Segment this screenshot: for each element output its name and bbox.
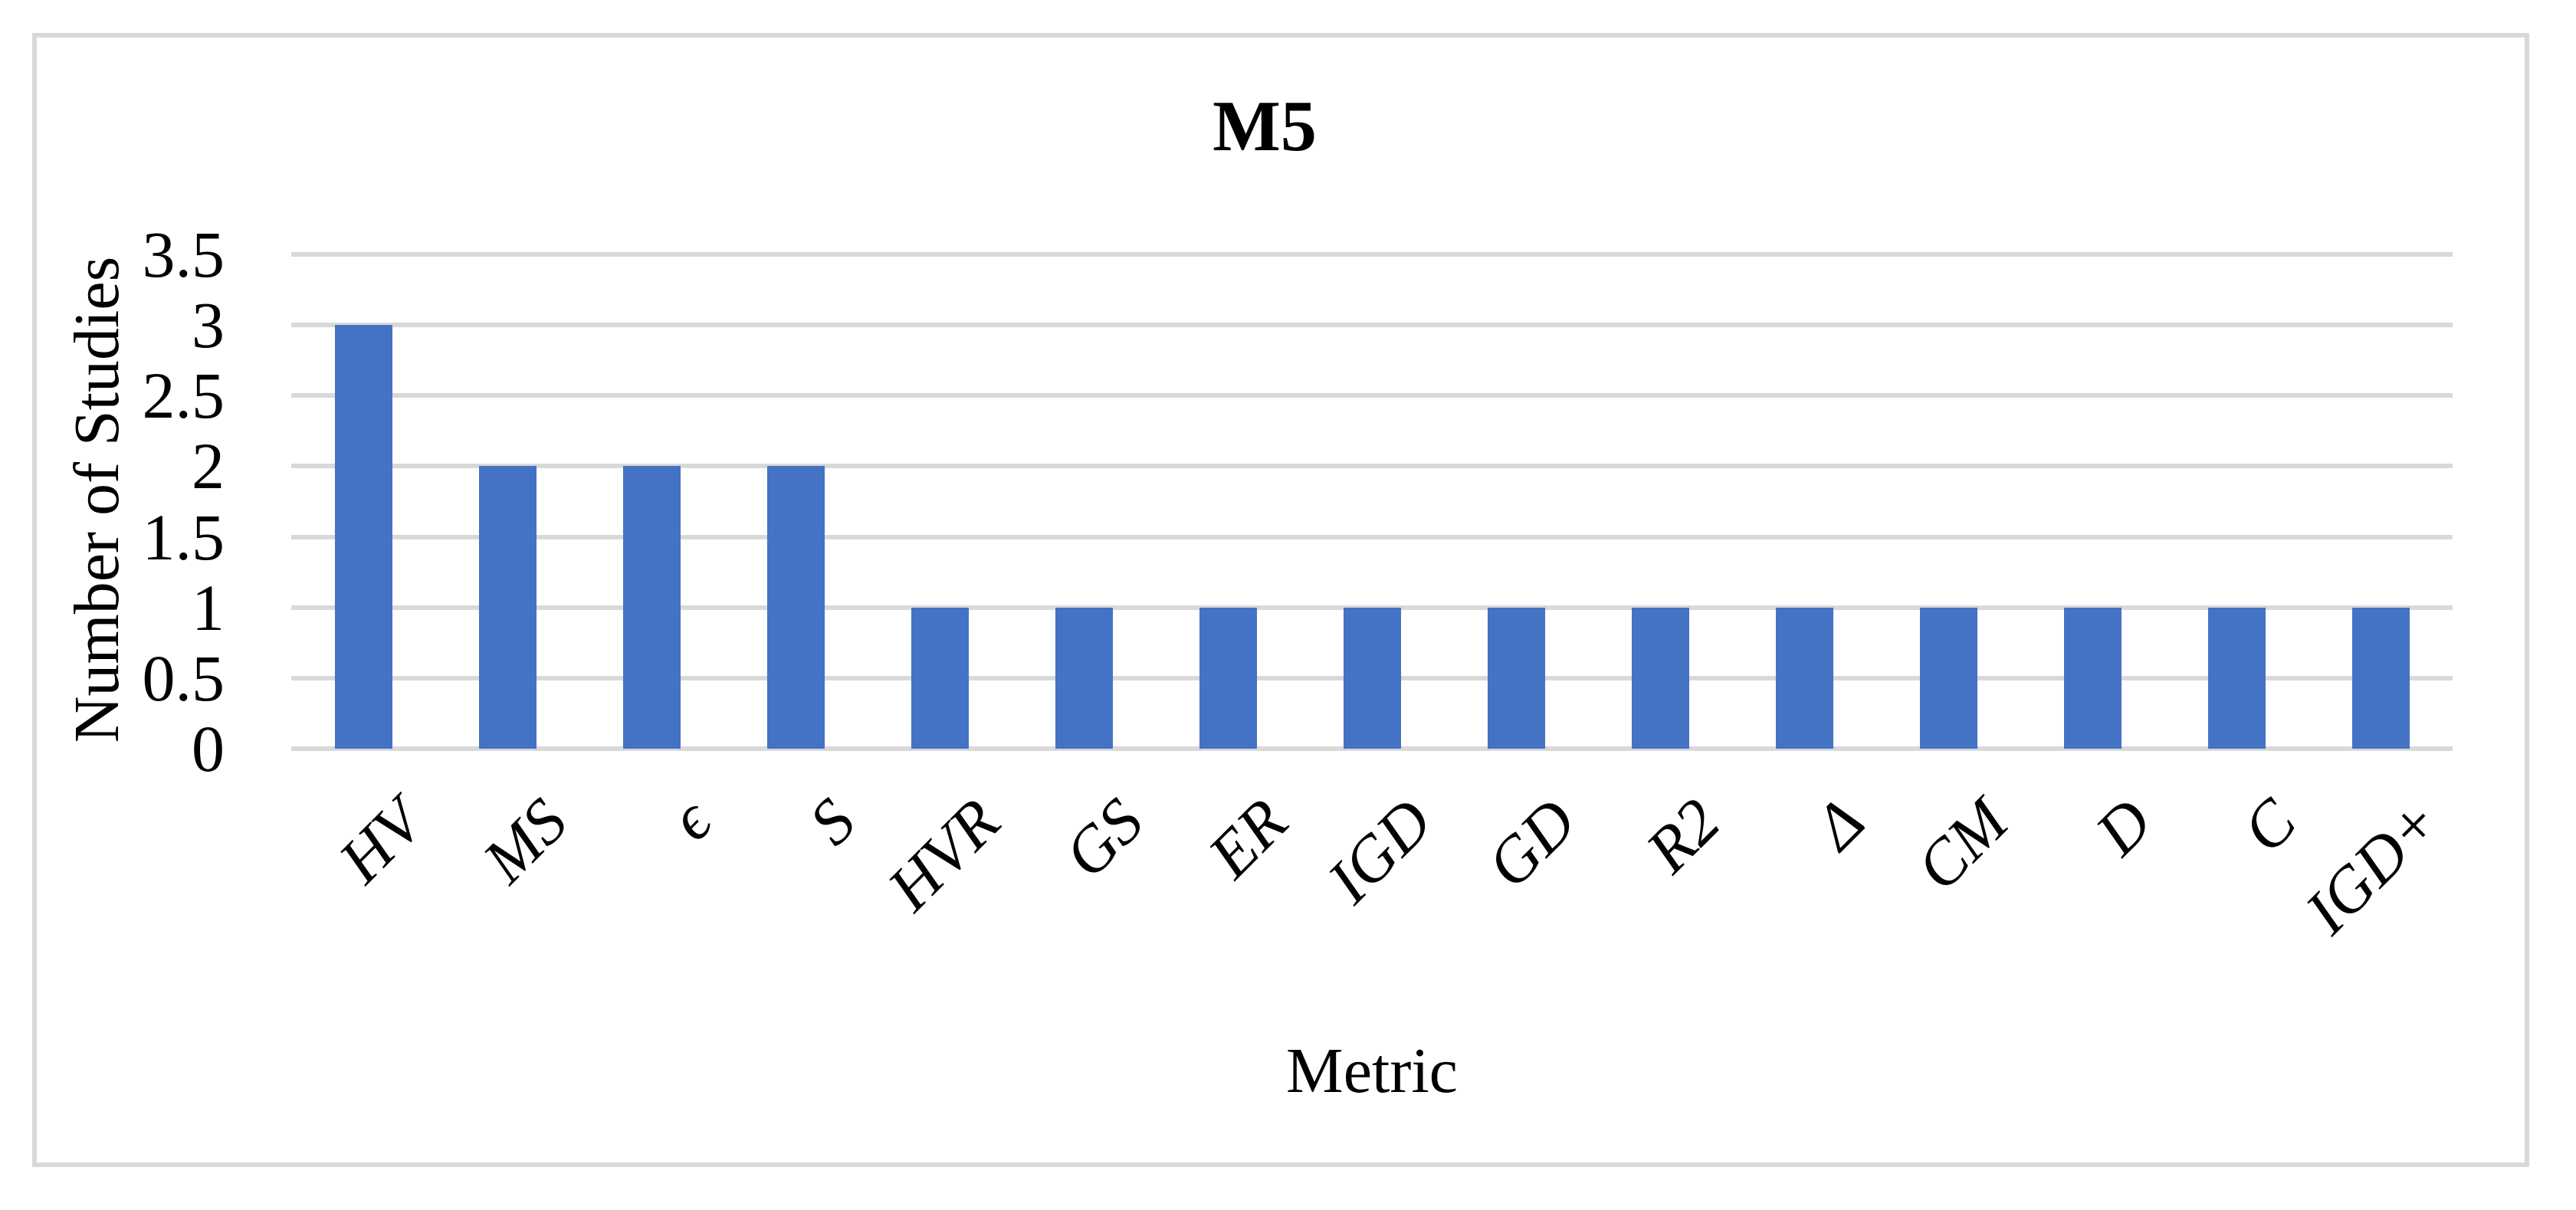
gridline-y-2.5 [291, 393, 2453, 398]
gridline-y-1.5 [291, 534, 2453, 539]
y-tick-label-2: 2 [192, 429, 225, 503]
bar-GD [1487, 607, 1545, 749]
bar-HV [334, 325, 392, 749]
bar-GS [1055, 607, 1113, 749]
bar-IGD+ [2351, 607, 2410, 749]
y-tick-label-3.5: 3.5 [142, 218, 225, 291]
gridline-y-1 [291, 605, 2453, 610]
y-tick-label-3: 3 [192, 288, 225, 362]
gridline-y-2 [291, 464, 2453, 469]
bar-C [2207, 607, 2266, 749]
x-axis-title: Metric [1286, 1035, 1458, 1107]
bar-IGD [1343, 607, 1401, 749]
y-tick-label-0.5: 0.5 [142, 641, 225, 715]
gridline-y-0 [291, 746, 2453, 751]
bar-ϵ [622, 466, 681, 749]
y-tick-label-1.5: 1.5 [142, 500, 225, 574]
bar-S [766, 466, 825, 749]
bar-MS [478, 466, 537, 749]
y-tick-label-2.5: 2.5 [142, 359, 225, 433]
bar-CM [1919, 607, 1977, 749]
y-tick-label-0: 0 [192, 712, 225, 785]
bar-ER [1199, 607, 1257, 749]
plot-area [291, 252, 2453, 751]
chart-title: M5 [1213, 87, 1317, 166]
y-tick-label-1: 1 [192, 570, 225, 644]
bar-Δ [1775, 607, 1833, 749]
gridline-y-3 [291, 323, 2453, 328]
bar-R2 [1631, 607, 1689, 749]
gridline-y-3.5 [291, 252, 2453, 257]
bar-HVR [911, 607, 969, 749]
bar-D [2063, 607, 2122, 749]
chart-border-frame [32, 33, 2529, 1167]
